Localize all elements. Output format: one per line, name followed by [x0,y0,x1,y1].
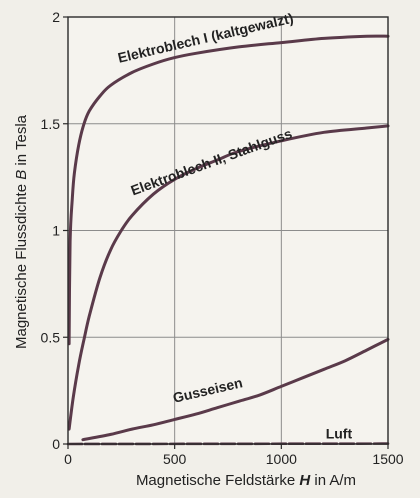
tick-labels: 0 500 1000 1500 0 0.5 1 1.5 2 [41,9,404,467]
x-tick-label: 0 [64,451,72,467]
x-axis-title-prefix: Magnetische Feldstärke [136,472,299,489]
axes [63,16,389,449]
x-tick-label: 1500 [372,451,403,467]
x-axis-title: Magnetische Feldstärke H in A/m [136,472,356,489]
series-line-elektroblech-2 [67,124,390,431]
y-tick-label: 0.5 [41,329,61,345]
y-axis-title-unit: in Tesla [13,114,30,169]
x-axis-title-symbol: H [299,472,311,489]
x-tick-label: 500 [163,451,187,467]
x-tick-label: 1000 [266,451,297,467]
label-luft: Luft [326,426,353,442]
x-axis-title-unit: in A/m [310,472,356,489]
y-axis-title-prefix: Magnetische Flussdichte [13,180,30,349]
y-tick-label: 0 [52,436,60,452]
y-axis-title: Magnetische Flussdichte B in Tesla [13,114,30,349]
series-line-gusseisen [81,337,390,442]
series-line-elektroblech-1 [67,34,390,346]
y-tick-label: 1.5 [41,116,61,132]
y-tick-label: 2 [52,9,60,25]
y-tick-label: 1 [52,223,60,239]
y-axis-title-symbol: B [13,170,30,180]
